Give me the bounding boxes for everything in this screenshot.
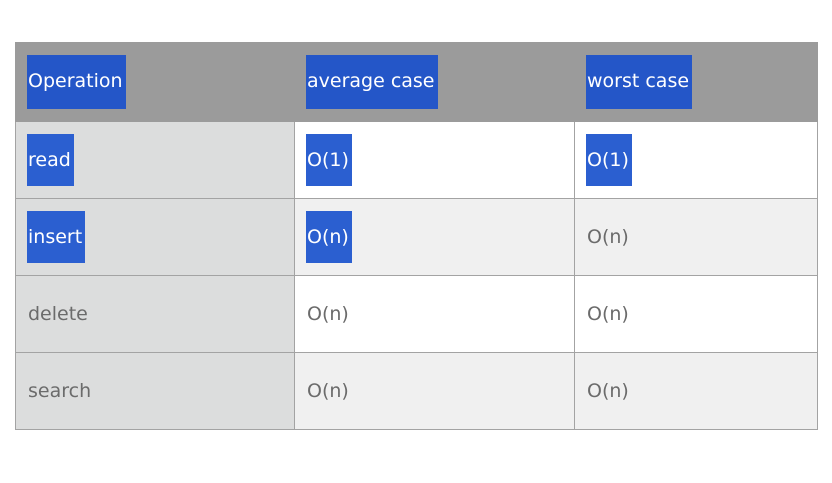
highlighted-text: worst case (586, 55, 693, 109)
header-row: Operation average case worst case (15, 42, 818, 122)
cell-average-case: O(1) (294, 121, 575, 199)
cell-text: search (28, 380, 92, 402)
highlighted-text: average case (306, 55, 438, 109)
highlighted-text: O(1) (586, 134, 632, 186)
table-row: read O(1) O(1) (15, 121, 818, 199)
cell-operation: read (15, 121, 295, 199)
cell-worst-case: O(n) (574, 275, 818, 353)
cell-average-case: O(n) (294, 198, 575, 276)
header-worst-case: worst case (574, 42, 818, 122)
table-header: Operation average case worst case (15, 42, 818, 122)
table-row: insert O(n) O(n) (15, 198, 818, 276)
cell-text: delete (28, 303, 88, 325)
highlighted-text: O(n) (306, 211, 352, 263)
highlighted-text: read (27, 134, 74, 186)
cell-text: O(n) (587, 380, 629, 402)
cell-text: O(n) (587, 303, 629, 325)
cell-text: O(n) (587, 226, 629, 248)
cell-operation: search (15, 352, 295, 430)
cell-worst-case: O(n) (574, 352, 818, 430)
table-row: search O(n) O(n) (15, 352, 818, 430)
cell-average-case: O(n) (294, 275, 575, 353)
header-average-case: average case (294, 42, 575, 122)
table-body: read O(1) O(1) insert O(n) O(n) delete O… (15, 121, 818, 430)
cell-text: O(n) (307, 303, 349, 325)
cell-text: O(n) (307, 380, 349, 402)
cell-operation: insert (15, 198, 295, 276)
table-row: delete O(n) O(n) (15, 275, 818, 353)
complexity-table: Operation average case worst case read O… (15, 42, 818, 430)
header-operation: Operation (15, 42, 295, 122)
cell-worst-case: O(1) (574, 121, 818, 199)
cell-operation: delete (15, 275, 295, 353)
highlighted-text: Operation (27, 55, 126, 109)
cell-worst-case: O(n) (574, 198, 818, 276)
cell-average-case: O(n) (294, 352, 575, 430)
highlighted-text: O(1) (306, 134, 352, 186)
highlighted-text: insert (27, 211, 86, 263)
